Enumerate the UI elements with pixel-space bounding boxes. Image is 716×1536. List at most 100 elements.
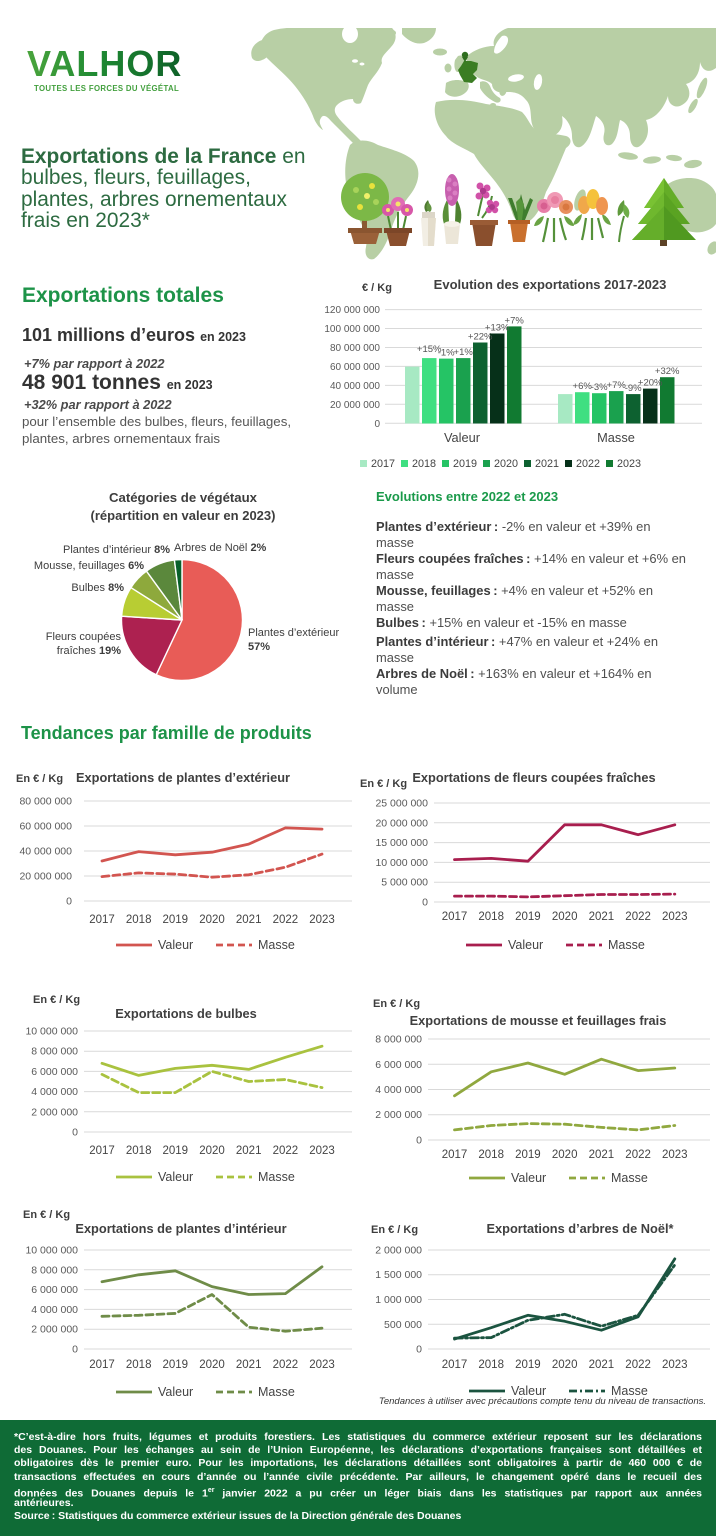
svg-text:Valeur: Valeur: [508, 938, 543, 952]
svg-text:2017: 2017: [442, 1359, 468, 1371]
svg-text:2019: 2019: [163, 1359, 189, 1371]
svg-text:2017: 2017: [442, 911, 468, 923]
svg-text:25 000 000: 25 000 000: [375, 798, 428, 810]
svg-text:20 000 000: 20 000 000: [330, 400, 380, 411]
svg-text:2018: 2018: [126, 1359, 152, 1371]
svg-text:2017: 2017: [89, 1359, 115, 1371]
svg-text:0: 0: [72, 1127, 78, 1139]
svg-text:Exportations de bulbes: Exportations de bulbes: [115, 1006, 257, 1021]
svg-text:2022: 2022: [273, 914, 299, 926]
svg-text:2021: 2021: [236, 1145, 262, 1157]
svg-text:+13%: +13%: [485, 323, 510, 334]
svg-text:2020: 2020: [199, 1145, 225, 1157]
svg-text:2021: 2021: [589, 1149, 615, 1161]
svg-text:Exportations de plantes d’exté: Exportations de plantes d’extérieur: [76, 770, 290, 785]
svg-text:0: 0: [374, 419, 380, 430]
svg-text:2023: 2023: [662, 911, 688, 923]
svg-text:2 000 000: 2 000 000: [375, 1109, 422, 1121]
svg-text:2020: 2020: [199, 914, 225, 926]
svg-text:2023: 2023: [662, 1359, 688, 1371]
svg-text:+1%: +1%: [454, 347, 474, 358]
svg-text:2019: 2019: [515, 1359, 541, 1371]
svg-text:+15%: +15%: [417, 344, 442, 355]
svg-text:2023: 2023: [617, 458, 641, 470]
svg-text:6 000 000: 6 000 000: [31, 1066, 78, 1078]
svg-text:2021: 2021: [589, 1359, 615, 1371]
svg-text:TOUTES LES FORCES DU VÉGÉTAL: TOUTES LES FORCES DU VÉGÉTAL: [34, 84, 179, 93]
svg-text:Exportations de mousse et feui: Exportations de mousse et feuillages fra…: [410, 1013, 667, 1028]
svg-text:-1%: -1%: [438, 348, 455, 359]
svg-text:2018: 2018: [126, 1145, 152, 1157]
svg-text:20 000 000: 20 000 000: [19, 871, 72, 883]
svg-text:0: 0: [416, 1344, 422, 1356]
svg-text:2017: 2017: [371, 458, 395, 470]
svg-text:En € / Kg: En € / Kg: [371, 1224, 418, 1236]
svg-text:En € / Kg: En € / Kg: [373, 998, 420, 1010]
svg-text:-3%: -3%: [591, 382, 608, 393]
svg-text:8 000 000: 8 000 000: [375, 1034, 422, 1046]
svg-text:Masse: Masse: [611, 1384, 648, 1397]
svg-text:2018: 2018: [478, 911, 504, 923]
svg-text:6 000 000: 6 000 000: [31, 1284, 78, 1296]
svg-text:2019: 2019: [515, 911, 541, 923]
svg-text:1 500 000: 1 500 000: [375, 1269, 422, 1281]
svg-text:Masse: Masse: [611, 1171, 648, 1185]
svg-text:Exportations de plantes d’inté: Exportations de plantes d’intérieur: [75, 1221, 286, 1236]
svg-text:Valeur: Valeur: [158, 938, 193, 952]
svg-text:2017: 2017: [89, 1145, 115, 1157]
svg-text:10 000 000: 10 000 000: [375, 857, 428, 869]
svg-text:2019: 2019: [453, 458, 477, 470]
svg-text:2022: 2022: [576, 458, 600, 470]
svg-text:2022: 2022: [273, 1145, 299, 1157]
svg-text:10 000 000: 10 000 000: [25, 1026, 78, 1038]
svg-text:100 000 000: 100 000 000: [324, 324, 380, 335]
svg-text:En € / Kg: En € / Kg: [33, 995, 80, 1006]
svg-text:500 000: 500 000: [384, 1319, 422, 1331]
svg-text:Valeur: Valeur: [158, 1170, 193, 1184]
svg-text:1 000 000: 1 000 000: [375, 1294, 422, 1306]
svg-text:Exportations d’arbres de Noël*: Exportations d’arbres de Noël*: [486, 1221, 673, 1236]
svg-text:Valeur: Valeur: [511, 1171, 546, 1185]
svg-text:2020: 2020: [552, 911, 578, 923]
svg-text:2022: 2022: [625, 911, 651, 923]
svg-text:2019: 2019: [515, 1149, 541, 1161]
svg-text:60 000 000: 60 000 000: [330, 362, 380, 373]
svg-text:6 000 000: 6 000 000: [375, 1059, 422, 1071]
svg-text:2018: 2018: [478, 1149, 504, 1161]
svg-text:Evolution des exportations 201: Evolution des exportations 2017-2023: [434, 277, 667, 292]
svg-text:2022: 2022: [273, 1359, 299, 1371]
svg-text:0: 0: [66, 896, 72, 908]
svg-text:2021: 2021: [535, 458, 559, 470]
svg-text:Masse: Masse: [258, 938, 295, 952]
svg-text:10 000 000: 10 000 000: [25, 1245, 78, 1257]
svg-text:2018: 2018: [126, 914, 152, 926]
svg-text:-9%: -9%: [625, 383, 642, 394]
svg-text:2021: 2021: [236, 914, 262, 926]
svg-text:40 000 000: 40 000 000: [19, 846, 72, 858]
svg-text:2023: 2023: [309, 1359, 335, 1371]
svg-text:80 000 000: 80 000 000: [330, 343, 380, 354]
svg-text:2018: 2018: [412, 458, 436, 470]
svg-text:En € / Kg: En € / Kg: [23, 1209, 70, 1221]
svg-text:+7%: +7%: [607, 380, 627, 391]
svg-text:4 000 000: 4 000 000: [31, 1304, 78, 1316]
svg-text:En € / Kg: En € / Kg: [16, 773, 63, 785]
svg-text:2021: 2021: [236, 1359, 262, 1371]
svg-text:20 000 000: 20 000 000: [375, 817, 428, 829]
svg-text:2023: 2023: [309, 914, 335, 926]
svg-text:2021: 2021: [589, 911, 615, 923]
svg-text:+22%: +22%: [468, 332, 493, 343]
svg-text:Valeur: Valeur: [158, 1385, 193, 1397]
svg-text:2023: 2023: [662, 1149, 688, 1161]
svg-text:80 000 000: 80 000 000: [19, 796, 72, 808]
svg-text:2018: 2018: [478, 1359, 504, 1371]
svg-text:+6%: +6%: [573, 381, 593, 392]
svg-text:Masse: Masse: [608, 938, 645, 952]
svg-text:Masse: Masse: [597, 430, 635, 445]
svg-text:+20%: +20%: [638, 378, 663, 389]
svg-text:120 000 000: 120 000 000: [324, 305, 380, 316]
svg-text:2020: 2020: [199, 1359, 225, 1371]
svg-text:+32%: +32%: [655, 366, 680, 377]
svg-text:2 000 000: 2 000 000: [31, 1324, 78, 1336]
svg-text:4 000 000: 4 000 000: [375, 1084, 422, 1096]
